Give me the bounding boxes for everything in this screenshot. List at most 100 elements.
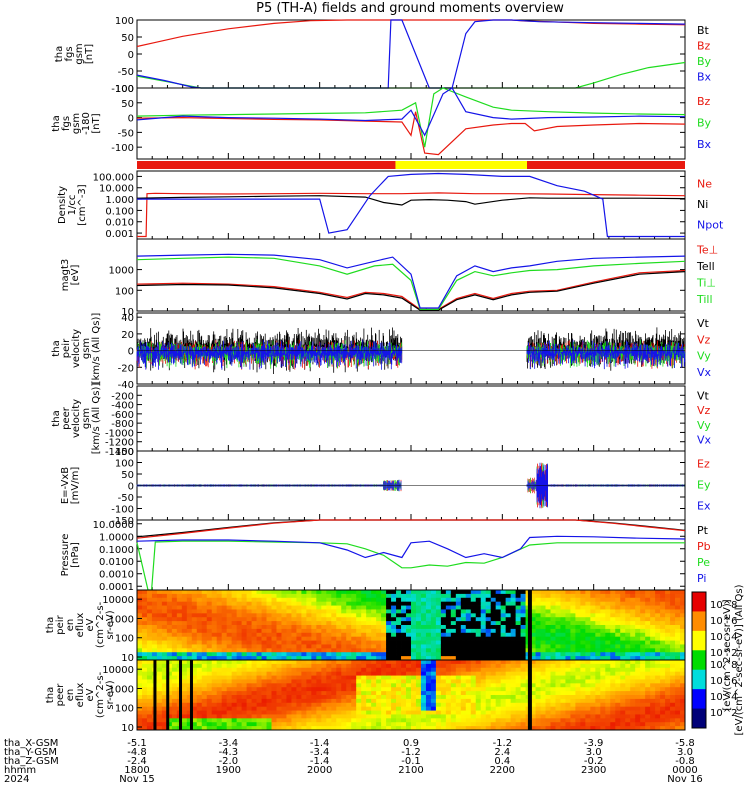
spectrogram-cell [415, 698, 422, 704]
spectrogram-cell [171, 613, 178, 618]
spectrogram-cell [565, 683, 571, 688]
spectrogram-cell [137, 648, 143, 653]
spectrogram [137, 660, 686, 731]
axis-row-value: 0000 [672, 765, 697, 776]
spectrogram-cell [675, 667, 681, 673]
spectrogram-cell [196, 628, 203, 634]
spectrogram-cell [176, 590, 183, 595]
spectrogram-cell [465, 695, 472, 700]
spectrogram-cell [650, 702, 656, 708]
spectrogram-cell [450, 609, 457, 614]
y-axis-label-line: [nT] [84, 44, 95, 64]
spectrogram-cell [306, 597, 312, 603]
spectrogram-cell [495, 691, 502, 696]
spectrogram-cell [640, 648, 646, 653]
spectrogram-cell [535, 698, 541, 704]
spectrogram-cell [435, 660, 442, 665]
spectrogram-cell [206, 636, 213, 641]
spectrogram-cell [141, 675, 148, 680]
spectrogram-cell [376, 698, 382, 704]
spectrogram-cell [221, 710, 228, 715]
spectrogram-cell [605, 679, 611, 684]
spectrogram-cell [221, 590, 228, 595]
spectrogram-cell [645, 722, 651, 727]
spectrogram-cell [261, 663, 267, 669]
spectrogram-cell [286, 663, 292, 669]
spectrogram-cell [490, 675, 497, 680]
spectrogram-cell [560, 625, 566, 630]
y-tick-label: 150 [115, 447, 134, 458]
spectrogram-cell [291, 687, 297, 692]
spectrogram-cell [510, 714, 517, 719]
spectrogram-cell [465, 679, 472, 684]
spectrogram-cell [440, 714, 447, 719]
spectrogram-cell [381, 644, 387, 649]
spectrogram-cell [386, 718, 392, 723]
spectrogram-cell [236, 656, 243, 661]
spectrogram-cell [575, 644, 581, 649]
spectrogram-cell [141, 636, 148, 641]
spectrogram-cell [311, 621, 317, 626]
spectrogram-cell [186, 597, 193, 603]
spectrogram-cell [386, 706, 392, 711]
spectrogram-cell [550, 695, 556, 700]
spectrogram-cell [166, 671, 173, 676]
spectrogram-cell [610, 593, 616, 599]
spectrogram-cell [161, 656, 168, 661]
spectrogram-cell [241, 590, 247, 595]
spectrogram-cell [166, 601, 173, 606]
spectrogram-cell [331, 652, 337, 657]
spectrogram-cell [161, 632, 168, 638]
spectrogram-cell [610, 590, 616, 595]
spectrogram-cell [376, 597, 382, 603]
spectrogram-cell [406, 605, 412, 610]
spectrogram-cell [500, 648, 507, 653]
spectrogram-cell [261, 675, 267, 680]
spectrogram-cell [590, 636, 596, 641]
spectrogram-cell [595, 706, 601, 711]
spectrogram-cell [361, 640, 367, 645]
spectrogram-cell [137, 702, 143, 708]
spectrogram-cell [675, 652, 681, 657]
spectrogram-cell [181, 644, 188, 649]
spectrogram-cell [560, 710, 566, 715]
spectrogram-cell [356, 593, 362, 599]
spectrogram-cell [156, 644, 163, 649]
spectrogram-cell [171, 702, 178, 708]
spectrogram-cell [520, 687, 526, 692]
spectrogram-cell [186, 621, 193, 626]
spectrogram-cell [585, 671, 591, 676]
spectrogram-cell [620, 640, 626, 645]
spectrogram-cell [655, 617, 661, 622]
spectrogram-cell [520, 609, 526, 614]
spectrogram-cell [455, 652, 462, 657]
spectrogram-cell [341, 644, 347, 649]
spectrogram-cell [346, 605, 352, 610]
spectrogram-cell [425, 714, 432, 719]
spectrogram-cell [226, 718, 233, 723]
spectrogram-cell [396, 695, 402, 700]
spectrogram-cell [171, 714, 178, 719]
spectrogram-cell [191, 671, 198, 676]
spectrogram-cell [580, 628, 586, 634]
spectrogram-cell [615, 597, 621, 603]
spectrogram-cell [610, 601, 616, 606]
spectrogram-cell [186, 640, 193, 645]
spectrogram-cell [191, 663, 198, 669]
spectrogram-cell [680, 695, 686, 700]
spectrogram-cell [341, 590, 347, 595]
spectrogram-cell [645, 648, 651, 653]
spectrogram-cell [565, 590, 571, 595]
spectrogram-cell [306, 621, 312, 626]
spectrogram-cell [266, 632, 272, 638]
spectrogram-cell [391, 667, 397, 673]
spectrogram-cell [341, 660, 347, 665]
spectrogram-cell [590, 590, 596, 595]
colorbar-band [692, 650, 706, 671]
spectrogram-cell [430, 593, 437, 599]
spectrogram-cell [311, 632, 317, 638]
spectrogram-cell [356, 702, 362, 708]
spectrogram-cell [545, 590, 551, 595]
spectrogram-cell [465, 687, 472, 692]
spectrogram-cell [590, 702, 596, 708]
